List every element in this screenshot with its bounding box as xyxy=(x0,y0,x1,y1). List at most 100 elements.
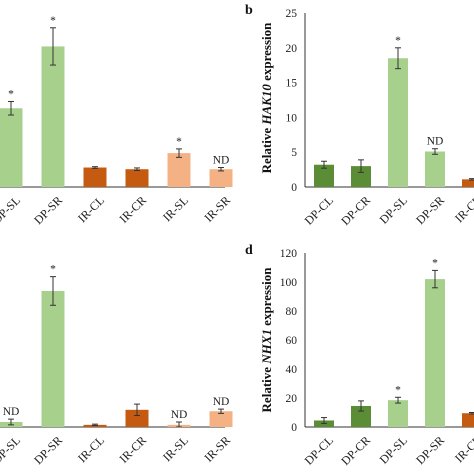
category-label-a: DP-SR xyxy=(31,193,65,227)
category-label-a: IR-SL xyxy=(160,193,191,224)
significance-marker-d: * xyxy=(395,384,401,396)
y-tick-label-b: 20 xyxy=(286,43,298,55)
category-label-a: IR-CL xyxy=(75,193,107,225)
bar-a-ir-sr xyxy=(209,169,233,187)
bar-b-dp-sl xyxy=(388,58,408,187)
significance-marker-b: * xyxy=(395,35,401,47)
chart-panel-d: 0 20 40 60 80 100 120 DP-CL DP-CR * DP-SL * DP-SR IR-… xyxy=(280,248,474,468)
error-bar-c-ir-sr xyxy=(218,408,224,414)
chart-panel-b: 0 5 10 15 20 25 DP-CL DP-CR * DP-SL ND DP-SR IR-CL xyxy=(286,8,474,228)
error-bar-a-ir-cr xyxy=(134,167,140,171)
bar-a-dp-sr xyxy=(41,46,65,188)
category-label-d: DP-CR xyxy=(338,433,373,468)
chart-panel-a: * DP-SL * DP-SR IR-CL IR-CR * IR-SL ND IR-SR xyxy=(0,15,233,227)
bar-d-dp-cr xyxy=(351,405,371,427)
error-bar-c-dp-sl xyxy=(8,418,14,426)
error-bar-c-ir-cr xyxy=(134,403,140,417)
y-tick-label-b: 0 xyxy=(291,182,297,194)
category-label-c: IR-CR xyxy=(117,433,150,466)
error-bar-d-ir-cl xyxy=(469,412,474,415)
bar-b-ir-cl xyxy=(462,179,474,187)
significance-marker-a: * xyxy=(50,15,56,27)
significance-marker-a: * xyxy=(8,88,14,100)
category-label-d: IR-CL xyxy=(452,433,474,465)
significance-marker-d: * xyxy=(432,257,438,269)
category-label-b: DP-SL xyxy=(377,193,410,226)
error-bar-b-dp-sr xyxy=(432,148,438,155)
bar-b-dp-sr xyxy=(425,151,445,187)
nd-label-b: ND xyxy=(427,136,444,148)
category-label-b: DP-SR xyxy=(413,193,447,227)
category-label-c: IR-SL xyxy=(160,433,191,464)
category-label-c: IR-SR xyxy=(201,433,233,465)
category-label-a: IR-SR xyxy=(201,193,233,225)
y-tick-label-b: 25 xyxy=(286,8,298,20)
error-bar-d-dp-cr xyxy=(358,400,364,412)
error-bar-a-ir-sl xyxy=(176,148,182,158)
error-bar-a-ir-cl xyxy=(92,166,98,169)
significance-marker-c: * xyxy=(50,264,56,276)
y-tick-label-d: 100 xyxy=(280,277,298,289)
y-tick-label-d: 0 xyxy=(291,422,297,434)
error-bar-b-dp-cr xyxy=(358,159,364,173)
significance-marker-a: * xyxy=(176,136,182,148)
y-axis-label-b-gene: HAK10 xyxy=(259,84,274,126)
bar-a-ir-cl xyxy=(83,167,107,187)
bar-c-ir-cr xyxy=(125,409,149,427)
bar-c-dp-sr xyxy=(41,290,65,427)
error-bar-c-ir-sl xyxy=(176,421,182,428)
category-label-a: DP-SL xyxy=(0,193,23,226)
panel-label-b: b xyxy=(245,3,253,18)
y-tick-label-d: 120 xyxy=(280,248,298,260)
y-tick-label-b: 5 xyxy=(291,147,297,159)
bar-b-dp-cr xyxy=(351,166,371,187)
panel-label-d: d xyxy=(245,243,253,258)
category-label-b: IR-CL xyxy=(452,193,474,225)
bar-a-dp-sl xyxy=(0,108,23,187)
error-bar-b-dp-cl xyxy=(321,160,327,169)
chart-panel-c: ND DP-SL * DP-SR IR-CL IR-CR ND IR-SL ND IR-SR xyxy=(0,264,233,467)
category-label-d: DP-SL xyxy=(377,433,410,466)
bar-d-ir-cl xyxy=(462,413,474,427)
nd-label-c: ND xyxy=(3,406,20,418)
y-tick-label-d: 20 xyxy=(286,393,298,405)
error-bar-b-ir-cl xyxy=(469,178,474,181)
nd-label-c: ND xyxy=(213,396,230,408)
y-axis-label-b: Relative HAK10 expression xyxy=(259,22,274,173)
error-bar-a-dp-sr xyxy=(50,27,56,66)
error-bar-d-dp-sr xyxy=(432,269,438,289)
bar-a-ir-sl xyxy=(167,153,191,187)
bar-a-ir-cr xyxy=(125,169,149,187)
bar-d-dp-sr xyxy=(425,279,445,427)
error-bar-c-dp-sr xyxy=(50,276,56,306)
category-label-a: IR-CR xyxy=(117,193,150,226)
nd-label-a: ND xyxy=(213,155,230,167)
error-bar-b-dp-sl xyxy=(395,47,401,70)
category-label-b: DP-CL xyxy=(302,193,336,227)
y-axis-label-b-suffix: expression xyxy=(259,22,274,84)
y-tick-label-b: 10 xyxy=(286,112,298,124)
y-axis-label-d: Relative NHX1 expression xyxy=(259,267,274,413)
y-tick-label-b: 15 xyxy=(286,78,298,90)
y-axis-label-d-gene: NHX1 xyxy=(259,329,274,365)
bar-c-ir-sr xyxy=(209,411,233,427)
error-bar-d-dp-cl xyxy=(321,417,327,424)
y-tick-label-d: 60 xyxy=(286,335,298,347)
category-label-b: DP-CR xyxy=(338,193,373,228)
category-label-c: DP-SR xyxy=(31,433,65,467)
nd-label-c: ND xyxy=(171,409,188,421)
category-label-d: DP-CL xyxy=(302,433,336,467)
bar-d-dp-sl xyxy=(388,400,408,427)
category-label-d: DP-SR xyxy=(413,433,447,467)
y-axis-label-d-suffix: expression xyxy=(259,267,274,329)
y-axis-label-b-prefix: Relative xyxy=(259,125,274,174)
error-bar-a-ir-sr xyxy=(218,167,224,172)
y-tick-label-d: 40 xyxy=(286,364,298,376)
y-axis-label-d-prefix: Relative xyxy=(259,364,274,413)
y-tick-label-d: 80 xyxy=(286,306,298,318)
error-bar-a-dp-sl xyxy=(8,100,14,116)
error-bar-c-ir-cl xyxy=(92,423,98,427)
error-bar-d-dp-sl xyxy=(395,396,401,404)
category-label-c: IR-CL xyxy=(75,433,107,465)
